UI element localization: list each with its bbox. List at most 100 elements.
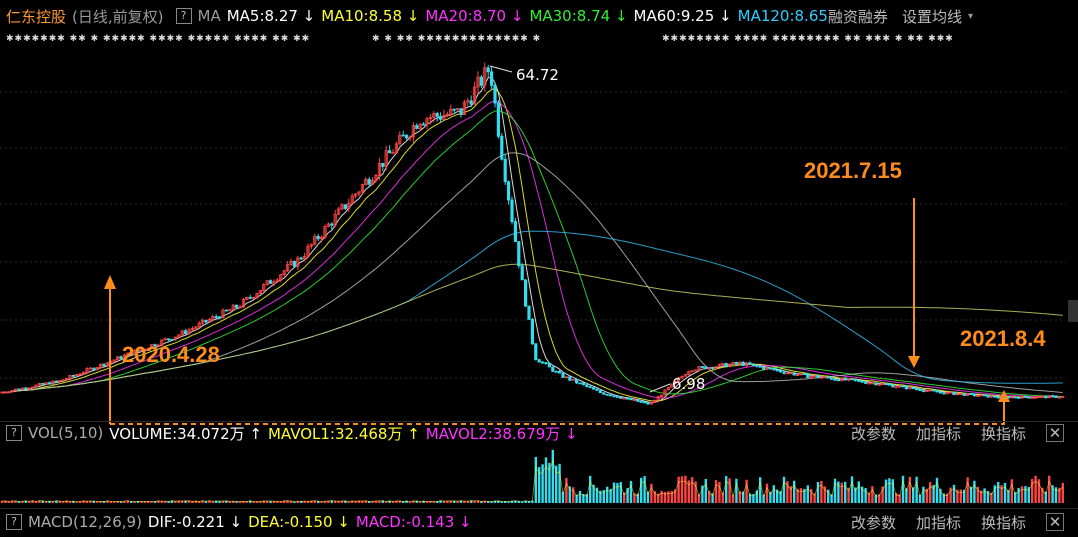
volume-bar (966, 477, 969, 503)
volume-bar (378, 500, 381, 503)
help-icon[interactable]: ? (6, 425, 22, 441)
candle-body (316, 235, 320, 240)
volume-bar (21, 500, 24, 503)
candle-body (466, 100, 470, 103)
volume-bar (344, 500, 347, 503)
vol-add-indicator-button[interactable]: 加指标 (915, 424, 961, 443)
volume-header: ? VOL(5,10) VOLUME:34.072万 ↑ MAVOL1:32.4… (0, 421, 1078, 444)
volume-bar (867, 492, 871, 503)
candle-body (350, 195, 354, 204)
help-icon[interactable]: ? (6, 514, 22, 530)
candle-body (126, 352, 130, 356)
volume-bar (748, 493, 752, 503)
candle-body (1051, 395, 1055, 397)
candle-body (112, 359, 116, 362)
volume-bar (959, 489, 962, 503)
volume-bar (816, 481, 820, 503)
volume-bar (745, 479, 748, 503)
volume-bar (201, 500, 204, 503)
candle-body (92, 367, 96, 370)
candle-body (486, 67, 490, 73)
help-icon[interactable]: ? (175, 8, 192, 24)
candle-body (493, 84, 497, 104)
candle-body (949, 391, 953, 394)
volume-bar (840, 482, 843, 503)
candle-body (673, 380, 677, 385)
candle-body (1013, 396, 1017, 399)
volume-bar (912, 487, 915, 503)
volume-bar (806, 485, 809, 503)
volume-bar (963, 489, 966, 503)
candle-body (384, 150, 388, 167)
candle-body (646, 402, 650, 405)
volume-bar (184, 500, 187, 503)
candle-body (915, 388, 919, 391)
candle-body (802, 373, 807, 376)
volume-bar (17, 501, 21, 503)
volume-bar (514, 500, 517, 503)
chevron-down-icon[interactable]: ▾ (967, 10, 973, 22)
volume-bar (1051, 485, 1054, 503)
volume-bar (96, 501, 99, 503)
scroll-handle[interactable] (1068, 300, 1078, 322)
candle-body (534, 343, 538, 361)
candle-body (503, 158, 507, 183)
volume-bar (303, 500, 306, 503)
volume-bar (810, 489, 813, 503)
candle-body (901, 385, 905, 388)
macd-indicator-label[interactable]: MACD(12,26,9) (28, 513, 142, 531)
volume-bar (799, 488, 803, 503)
vol-indicator-label[interactable]: VOL(5,10) (28, 424, 104, 442)
volume-bar (337, 500, 340, 503)
volume-bar (517, 500, 520, 503)
volume-bar (361, 500, 364, 503)
volume-bar (660, 490, 663, 503)
vol-edit-params-button[interactable]: 改参数 (850, 424, 896, 443)
candle-body (65, 378, 69, 381)
candle-body (251, 297, 256, 299)
volume-bar (34, 501, 38, 503)
volume-bar (198, 501, 201, 503)
close-icon[interactable]: ✕ (1046, 513, 1064, 531)
candle-body (765, 367, 769, 370)
candle-body (1057, 396, 1061, 399)
vol-switch-indicator-button[interactable]: 换指标 (980, 424, 1026, 443)
candle-body (959, 393, 963, 396)
volume-bar (674, 489, 677, 503)
margin-trading-button[interactable]: 融资融券 (827, 7, 888, 26)
candle-body (904, 385, 909, 390)
candle-body (404, 134, 409, 139)
volume-bar (527, 501, 531, 503)
candle-body (530, 319, 535, 345)
volume-bar (578, 491, 582, 503)
volume-bar (568, 486, 571, 503)
volume-bar (364, 500, 367, 503)
volume-bar (779, 491, 782, 503)
macd-add-indicator-button[interactable]: 加指标 (915, 513, 961, 532)
candle-body (836, 379, 841, 382)
volume-bar (691, 477, 694, 503)
candle-body (860, 380, 864, 383)
close-icon[interactable]: ✕ (1046, 424, 1064, 442)
ma-settings-button[interactable]: 设置均线 (901, 7, 962, 26)
volume-bar (167, 501, 170, 503)
candle-body (245, 296, 249, 300)
volume-bar (28, 501, 31, 503)
volume-bar (640, 477, 643, 503)
candle-body (510, 199, 514, 223)
candle-body (1020, 395, 1024, 399)
candle-body (44, 382, 48, 385)
candle-body (455, 108, 460, 110)
macd-edit-params-button[interactable]: 改参数 (850, 513, 896, 532)
volume-bar (636, 493, 639, 503)
candle-body (595, 388, 599, 391)
macd-switch-indicator-button[interactable]: 换指标 (980, 513, 1026, 532)
volume-bar (497, 500, 500, 503)
volume-bar (976, 486, 979, 503)
volume-bar (218, 500, 221, 503)
candle-body (884, 383, 888, 386)
stock-name[interactable]: 仁东控股 (6, 7, 67, 26)
candle-body (969, 393, 973, 395)
volume-bar (89, 500, 92, 503)
